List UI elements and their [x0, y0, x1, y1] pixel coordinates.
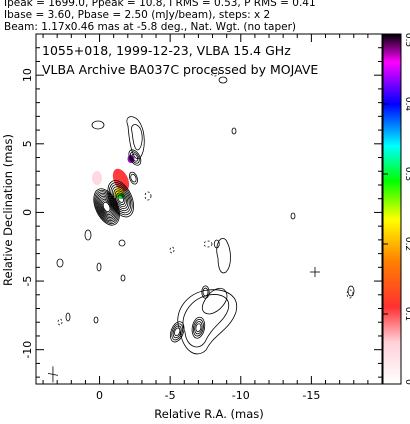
component-contour: [174, 327, 181, 337]
pol-core-faint: [92, 171, 102, 185]
jet-knot-contour: [201, 287, 228, 315]
negative-contour: [203, 240, 213, 248]
x-tick-label: -5: [165, 389, 176, 402]
component-contour: [192, 319, 204, 337]
component-contour: [108, 182, 133, 216]
noise-contour: [96, 262, 102, 272]
colorbar-ticks: 0 0.1 0.2 0.3 0.4 0.5: [383, 33, 410, 385]
component-contour: [128, 171, 138, 185]
noise-contour: [120, 274, 126, 282]
component-contour: [195, 323, 202, 333]
component-contour: [201, 285, 210, 299]
component-contour: [113, 188, 129, 210]
component-contour: [111, 186, 130, 212]
negative-contour: [57, 318, 63, 326]
header-line-1: Ipeak = 1699.0, Ppeak = 10.8, I RMS = 0.…: [4, 0, 316, 9]
plot-title: 1055+018, 1999-12-23, VLBA 15.4 GHz: [42, 43, 291, 58]
y-tick-label: 10: [21, 68, 34, 82]
colorbar-tick-label: 0.5: [403, 33, 410, 47]
axes: 0 -5 -10 -15 10 5 0 -5 -10: [21, 34, 382, 402]
component-contour: [202, 287, 209, 297]
component-contour: [194, 321, 203, 335]
negative-contour: [144, 191, 152, 201]
x-tick-label: -15: [302, 389, 320, 402]
x-axis-label: Relative R.A. (mas): [154, 407, 263, 421]
y-tick-label: 0: [21, 209, 34, 216]
plot-frame: [35, 33, 383, 385]
component-contour: [170, 321, 185, 343]
noise-contour: [56, 258, 64, 268]
colorbar-tick-label: 0.4: [403, 97, 410, 112]
jet-knot-contour: [216, 238, 231, 274]
component-contour: [171, 323, 184, 341]
jet-envelope-outer: [177, 289, 238, 355]
core-contour: [93, 188, 120, 226]
component-contour: [117, 194, 124, 203]
core-contour: [101, 200, 112, 214]
component-contour: [191, 316, 206, 339]
x-tick-label: 0: [96, 389, 103, 402]
component-contour: [110, 184, 132, 214]
y-tick-label: 5: [21, 140, 34, 147]
noise-contour: [118, 239, 126, 247]
noise-contour: [84, 229, 92, 241]
noise-contour: [290, 212, 296, 220]
negative-contour: [169, 246, 175, 254]
jet-envelope: [182, 294, 230, 348]
header-line-3: Beam: 1.17x0.46 mas at -5.8 deg., Nat. W…: [4, 21, 297, 33]
jet-knot-contour: [126, 116, 145, 160]
colorbar: [382, 33, 402, 385]
component-contour: [107, 180, 135, 218]
y-tick-label: -5: [21, 276, 34, 287]
noise-contour: [93, 316, 99, 324]
y-tick-label: -10: [21, 341, 34, 359]
component-contour: [130, 173, 137, 183]
component-contour: [128, 149, 142, 166]
core-contour: [100, 198, 113, 216]
colorbar-tick-label: 0: [403, 379, 410, 385]
plot-subtitle: VLBA Archive BA037C processed by MOJAVE: [42, 62, 318, 77]
component-contour: [114, 190, 127, 207]
negative-contour: [346, 289, 354, 299]
component-contour: [129, 151, 140, 164]
negative-contour: [210, 69, 220, 77]
contour-lines: [47, 69, 355, 383]
component-contour: [116, 192, 126, 205]
y-axis-label: Relative Declination (mas): [1, 134, 15, 286]
jet-knot-contour: [131, 124, 143, 151]
colorbar-tick-label: 0.1: [403, 307, 410, 321]
noise-contour: [231, 127, 237, 135]
colorbar-tick-label: 0.2: [403, 237, 410, 251]
x-tick-label: -10: [232, 389, 250, 402]
core-contour: [96, 192, 117, 222]
header-line-2: Ibase = 3.60, Pbase = 2.50 (mJy/beam), s…: [4, 9, 271, 21]
noise-contour: [91, 120, 105, 130]
noise-contour: [218, 76, 228, 84]
colorbar-tick-label: 0.3: [403, 167, 410, 181]
noise-contour: [65, 312, 71, 322]
core-contour: [102, 201, 111, 213]
